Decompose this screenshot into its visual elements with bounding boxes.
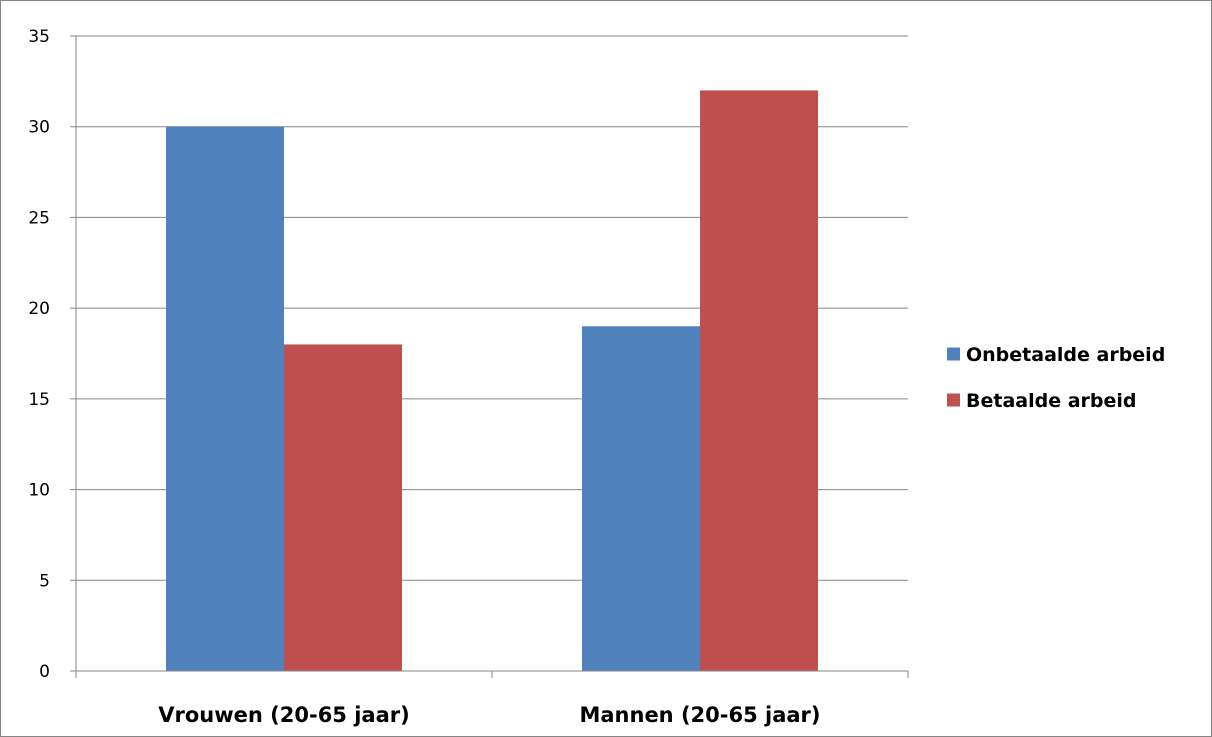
bar-betaalde-mannen	[700, 90, 818, 671]
y-tick-label: 15	[28, 390, 50, 410]
axes	[70, 35, 909, 678]
legend-label: Onbetaalde arbeid	[966, 344, 1165, 366]
x-axis-category-labels: Vrouwen (20-65 jaar) Mannen (20-65 jaar)	[158, 703, 820, 727]
x-category-label: Mannen (20-65 jaar)	[579, 703, 820, 727]
bar-onbetaalde-vrouwen	[166, 126, 284, 671]
x-category-label: Vrouwen (20-65 jaar)	[158, 703, 409, 727]
legend-swatch	[947, 393, 960, 407]
y-tick-label: 20	[28, 299, 50, 319]
y-tick-label: 30	[28, 118, 50, 138]
legend-swatch	[947, 347, 960, 361]
y-axis-tick-labels: 0 5 10 15 20 25 30 35	[28, 27, 50, 682]
bars	[166, 90, 818, 671]
y-tick-label: 5	[39, 571, 50, 591]
y-tick-label: 10	[28, 481, 50, 501]
y-tick-label: 0	[39, 662, 50, 682]
bar-onbetaalde-mannen	[582, 326, 700, 671]
y-tick-label: 25	[28, 208, 50, 228]
legend-label: Betaalde arbeid	[966, 390, 1137, 412]
legend: Onbetaalde arbeid Betaalde arbeid	[947, 344, 1165, 412]
y-tick-label: 35	[28, 27, 50, 47]
bar-betaalde-vrouwen	[284, 344, 402, 671]
